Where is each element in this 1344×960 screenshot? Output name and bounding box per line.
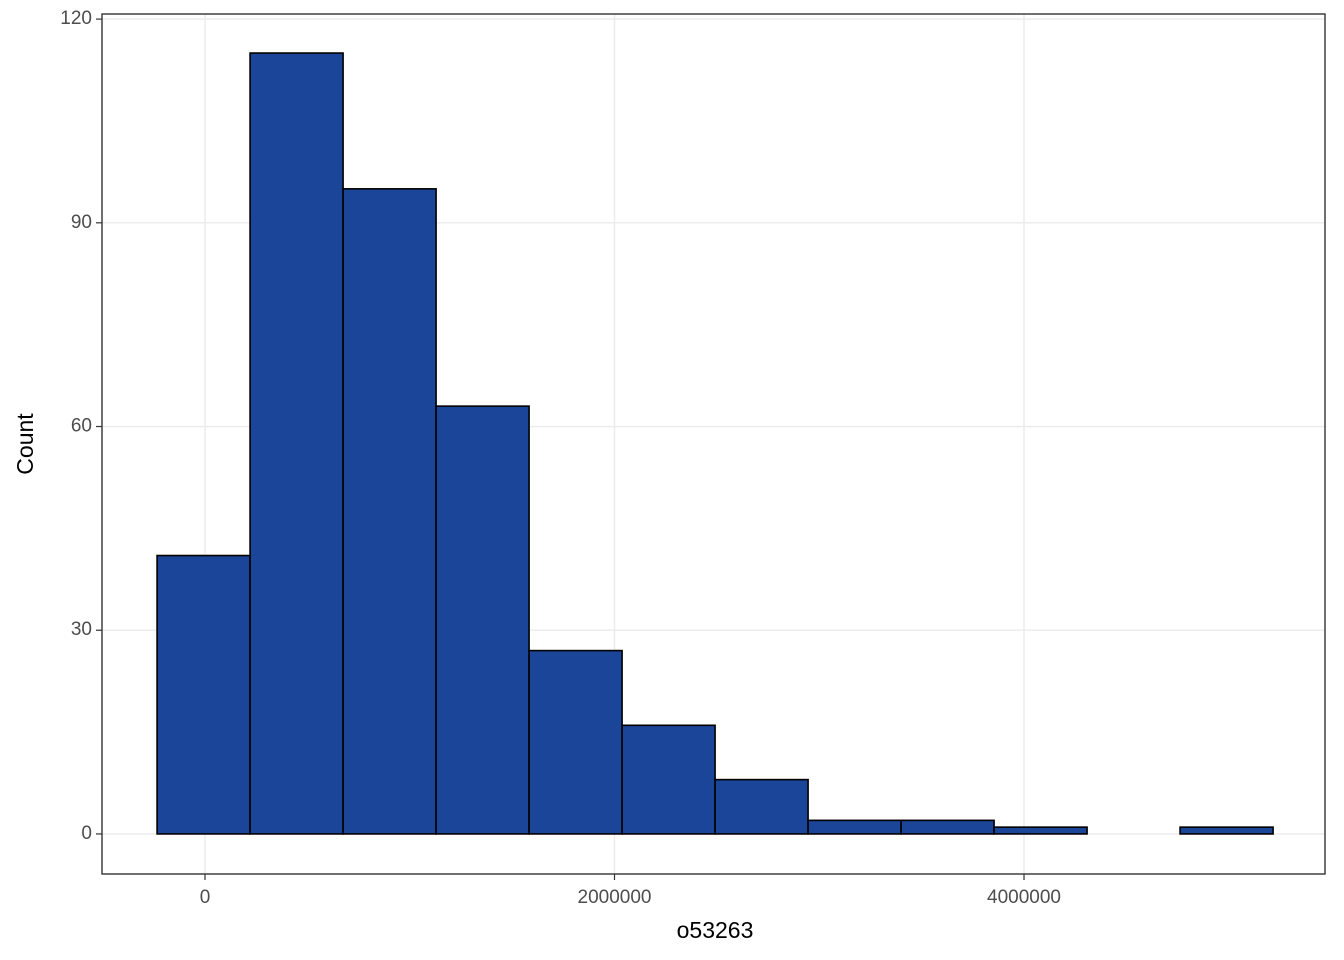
x-axis-title: o53263 bbox=[677, 917, 754, 943]
x-tick-label: 0 bbox=[200, 887, 211, 908]
bar bbox=[900, 819, 995, 835]
x-tick-label: 4000000 bbox=[987, 887, 1061, 908]
bar bbox=[528, 649, 623, 835]
bar bbox=[156, 554, 251, 835]
bar bbox=[621, 724, 716, 835]
y-tick-label: 60 bbox=[71, 416, 92, 437]
bar bbox=[807, 819, 902, 835]
bar bbox=[714, 778, 809, 835]
bar bbox=[342, 188, 437, 835]
bar bbox=[249, 52, 344, 835]
y-tick-label: 0 bbox=[81, 823, 92, 844]
panel-border bbox=[101, 13, 1326, 875]
bar bbox=[435, 405, 530, 835]
y-tick-label: 120 bbox=[60, 8, 92, 29]
x-tick-label: 2000000 bbox=[578, 887, 652, 908]
y-axis-title: Count bbox=[12, 413, 38, 475]
y-tick-label: 90 bbox=[71, 212, 92, 233]
bar bbox=[1179, 826, 1274, 835]
bar bbox=[993, 826, 1088, 835]
y-tick-label: 30 bbox=[71, 619, 92, 640]
